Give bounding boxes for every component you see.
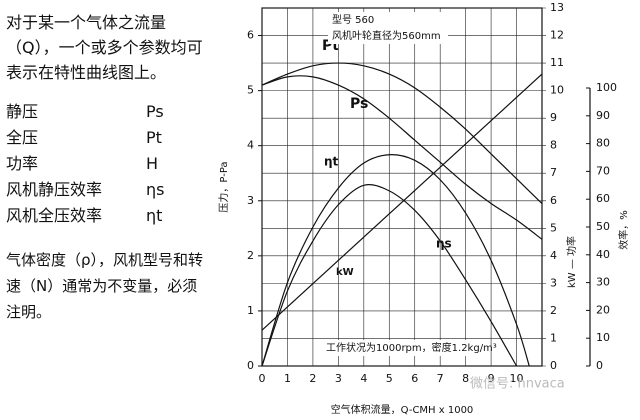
- y2-axis-title: kW — 功率: [565, 236, 578, 288]
- intro: 对于某一个气体之流量（Q），一个或多个参数均可表示在特性曲线图上。: [6, 13, 203, 82]
- curve: [261, 154, 530, 367]
- param-symbol: H: [146, 154, 159, 173]
- x-tick-label: 8: [462, 372, 469, 385]
- x-tick-label: 4: [360, 372, 367, 385]
- y-tick-label: 1: [247, 304, 254, 317]
- curve-label: kW: [336, 267, 354, 278]
- y3-tick-label: 100: [596, 81, 617, 94]
- x-tick-label: 0: [259, 372, 266, 385]
- y2-tick-label: 10: [550, 84, 564, 97]
- curve: [261, 62, 543, 204]
- annotation-bg: [328, 28, 448, 44]
- y-tick-label: 2: [247, 249, 254, 262]
- y2-tick-label: 11: [550, 56, 564, 69]
- y3-tick-label: 30: [596, 276, 610, 289]
- y3-tick-label: 80: [596, 137, 610, 150]
- annotation: 风机叶轮直径为560mm: [332, 29, 441, 42]
- curve-label: ηt: [324, 155, 339, 169]
- y-tick-label: 0: [247, 359, 254, 372]
- y3-tick-label: 20: [596, 303, 610, 316]
- y2-tick-label: 1: [550, 331, 557, 344]
- param-symbol: ηs: [146, 180, 165, 199]
- x-tick-label: 1: [284, 372, 291, 385]
- y3-tick-label: 60: [596, 192, 610, 205]
- y-tick-label: 3: [247, 194, 254, 207]
- param-symbol: Pt: [146, 128, 162, 147]
- annotation: 工作状况为1000rpm，密度1.2kg/m³: [326, 341, 497, 354]
- y-tick-label: 6: [247, 29, 254, 42]
- outro: 气体密度（ρ），风机型号和转速（N）通常为不变量，必须注明。: [6, 251, 204, 321]
- param-list: 静压 Ps 全压 Pt 功率 H 风机静压效率 ηs 风机全压效率 ηt: [6, 99, 211, 229]
- x-tick-label: 2: [309, 372, 316, 385]
- y2-tick-label: 5: [550, 221, 557, 234]
- y2-tick-label: 2: [550, 304, 557, 317]
- x-tick-label: 5: [386, 372, 393, 385]
- curve: [261, 184, 518, 367]
- param-row: 风机全压效率 ηt: [6, 203, 211, 229]
- y3-axis-title: 效率，%: [617, 210, 630, 250]
- plot-frame: [261, 7, 543, 367]
- param-name: 静压: [6, 102, 39, 121]
- param-symbol: Ps: [146, 102, 164, 121]
- x-tick-label: 6: [411, 372, 418, 385]
- text-panel: 对于某一个气体之流量（Q），一个或多个参数均可表示在特性曲线图上。 静压 Ps 全压…: [6, 10, 211, 325]
- watermark: 微信号: hnvaca: [470, 377, 565, 392]
- curve: [261, 73, 543, 331]
- y2-tick-label: 9: [550, 111, 557, 124]
- param-name: 功率: [6, 154, 39, 173]
- curve-label: Ps: [350, 96, 368, 112]
- y2-tick-label: 12: [550, 29, 564, 42]
- y2-tick-label: 7: [550, 166, 557, 179]
- param-row: 风机静压效率 ηs: [6, 177, 211, 203]
- y2-tick-label: 3: [550, 276, 557, 289]
- y2-tick-label: 6: [550, 194, 557, 207]
- annotation: 型号 560: [332, 13, 374, 26]
- y-axis-title: 压力，P-Pa: [217, 161, 230, 212]
- param-symbol: ηt: [146, 206, 163, 225]
- y2-tick-label: 0: [550, 359, 557, 372]
- y3-tick-label: 0: [596, 359, 603, 372]
- annotation-bg: [328, 12, 448, 28]
- param-row: 功率 H: [6, 151, 211, 177]
- x-tick-label: 10: [510, 372, 524, 385]
- param-row: 全压 Pt: [6, 125, 211, 151]
- x-tick-label: 9: [488, 372, 495, 385]
- x-tick-label: 7: [437, 372, 444, 385]
- y3-tick-label: 40: [596, 248, 610, 261]
- y2-tick-label: 4: [550, 249, 557, 262]
- y3-tick-label: 70: [596, 164, 610, 177]
- x-tick-label: 3: [335, 372, 342, 385]
- y2-tick-label: 13: [550, 1, 564, 14]
- annotation-bg: [322, 340, 482, 356]
- y-tick-label: 4: [247, 139, 254, 152]
- y3-tick-label: 90: [596, 109, 610, 122]
- curve: [261, 75, 543, 240]
- param-name: 风机全压效率: [6, 206, 103, 225]
- param-name: 风机静压效率: [6, 180, 103, 199]
- y-tick-label: 5: [247, 84, 254, 97]
- param-row: 静压 Ps: [6, 99, 211, 125]
- curve-label: ηs: [436, 237, 452, 251]
- y2-tick-label: 8: [550, 139, 557, 152]
- y3-tick-label: 50: [596, 220, 610, 233]
- param-name: 全压: [6, 128, 39, 147]
- y3-tick-label: 10: [596, 331, 610, 344]
- x-axis-title: 空气体积流量，Q-CMH x 1000: [331, 403, 474, 416]
